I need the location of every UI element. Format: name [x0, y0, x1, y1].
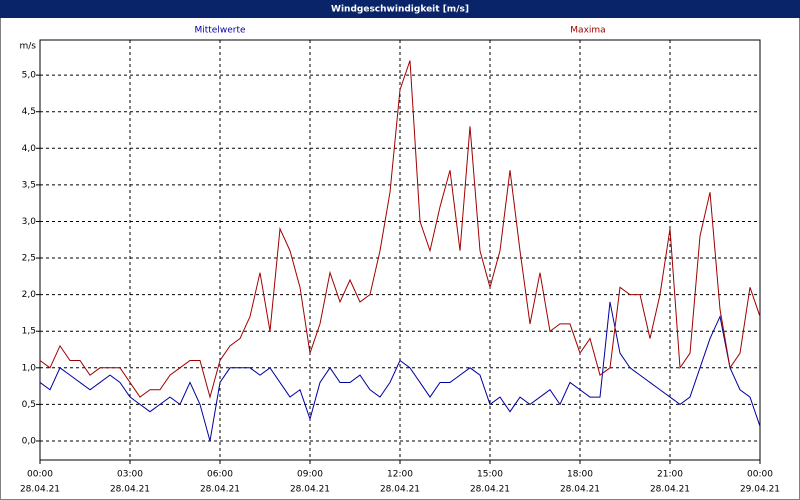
y-axis-label: m/s: [20, 42, 37, 52]
x-tick-date: 28.04.21: [200, 485, 240, 495]
series-line: [39, 60, 761, 399]
legend-entry: Mittelwerte: [194, 26, 245, 36]
title-bar: [0, 0, 800, 18]
x-tick-date: 28.04.21: [470, 485, 510, 495]
y-tick-label: 4,5: [22, 107, 36, 117]
x-tick-label: 09:00: [297, 470, 323, 480]
x-tick-label: 12:00: [387, 470, 413, 480]
x-tick-label: 21:00: [657, 470, 683, 480]
legend-entry: Maxima: [570, 26, 605, 36]
y-tick-label: 2,0: [22, 290, 37, 300]
x-tick-date: 28.04.21: [560, 485, 600, 495]
x-tick-label: 00:00: [27, 470, 53, 480]
x-tick-date: 28.04.21: [20, 485, 60, 495]
y-tick-label: 3,5: [22, 180, 36, 190]
y-tick-label: 3,0: [22, 217, 37, 227]
chart-title: Windgeschwindigkeit [m/s]: [331, 5, 469, 15]
x-tick-label: 06:00: [207, 470, 233, 480]
x-tick-label: 00:00: [747, 470, 773, 480]
series-line: [39, 301, 761, 442]
y-tick-label: 1,5: [22, 327, 36, 337]
x-tick-date: 29.04.21: [740, 485, 780, 495]
y-tick-label: 2,5: [22, 254, 36, 264]
y-tick-label: 4,0: [22, 144, 37, 154]
y-tick-label: 1,0: [22, 363, 37, 373]
y-tick-label: 0,0: [22, 436, 37, 446]
x-tick-date: 28.04.21: [290, 485, 330, 495]
x-tick-label: 03:00: [117, 470, 143, 480]
x-tick-date: 28.04.21: [380, 485, 420, 495]
y-tick-label: 5,0: [22, 71, 37, 81]
x-tick-label: 15:00: [477, 470, 503, 480]
x-tick-label: 18:00: [567, 470, 593, 480]
x-tick-date: 28.04.21: [110, 485, 150, 495]
x-tick-date: 28.04.21: [650, 485, 690, 495]
y-tick-label: 0,5: [22, 400, 36, 410]
